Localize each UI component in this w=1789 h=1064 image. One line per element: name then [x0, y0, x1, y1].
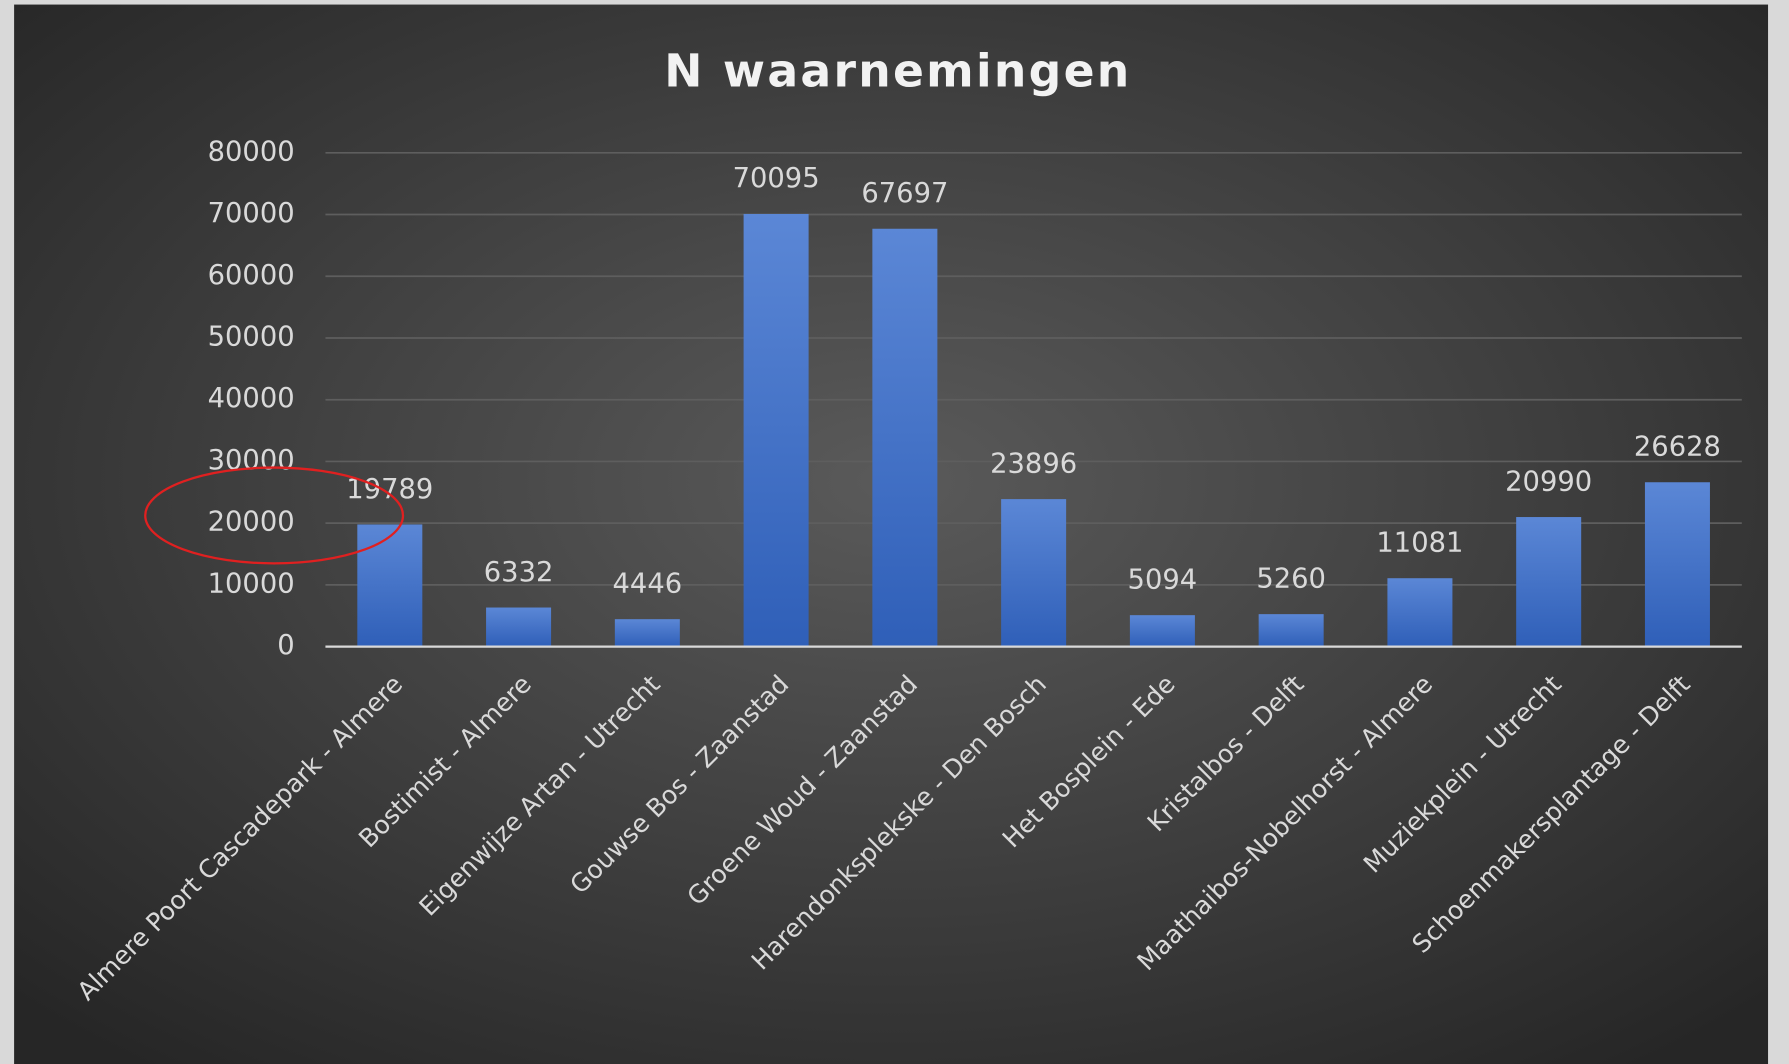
chart-title: N waarnemingen [664, 45, 1131, 98]
y-tick-label: 60000 [208, 260, 295, 291]
bar [1644, 482, 1710, 647]
data-label: 70095 [733, 163, 820, 194]
data-label: 67697 [861, 178, 948, 209]
y-tick-label: 40000 [208, 383, 295, 414]
data-label: 4446 [613, 568, 683, 599]
y-tick-label: 70000 [208, 198, 295, 229]
bar [872, 228, 938, 647]
bar [1387, 578, 1453, 647]
y-tick-label: 50000 [208, 321, 295, 352]
bar [486, 607, 552, 647]
data-label: 5260 [1256, 563, 1326, 594]
bar [357, 524, 423, 647]
data-label: 20990 [1505, 466, 1592, 497]
bar [1258, 614, 1324, 647]
y-tick-label: 0 [277, 630, 294, 661]
y-tick-label: 80000 [208, 136, 295, 167]
data-label: 5094 [1128, 564, 1198, 595]
bar [1129, 615, 1195, 647]
bar [1516, 517, 1582, 647]
data-label: 6332 [484, 557, 554, 588]
bar [1001, 499, 1067, 647]
y-tick-label: 20000 [208, 507, 295, 538]
data-label: 26628 [1634, 432, 1721, 463]
data-label: 11081 [1376, 528, 1463, 559]
bar [743, 213, 809, 647]
annotation-circle [144, 466, 405, 565]
bar [614, 619, 680, 647]
y-tick-label: 10000 [208, 568, 295, 599]
data-label: 23896 [990, 448, 1077, 479]
